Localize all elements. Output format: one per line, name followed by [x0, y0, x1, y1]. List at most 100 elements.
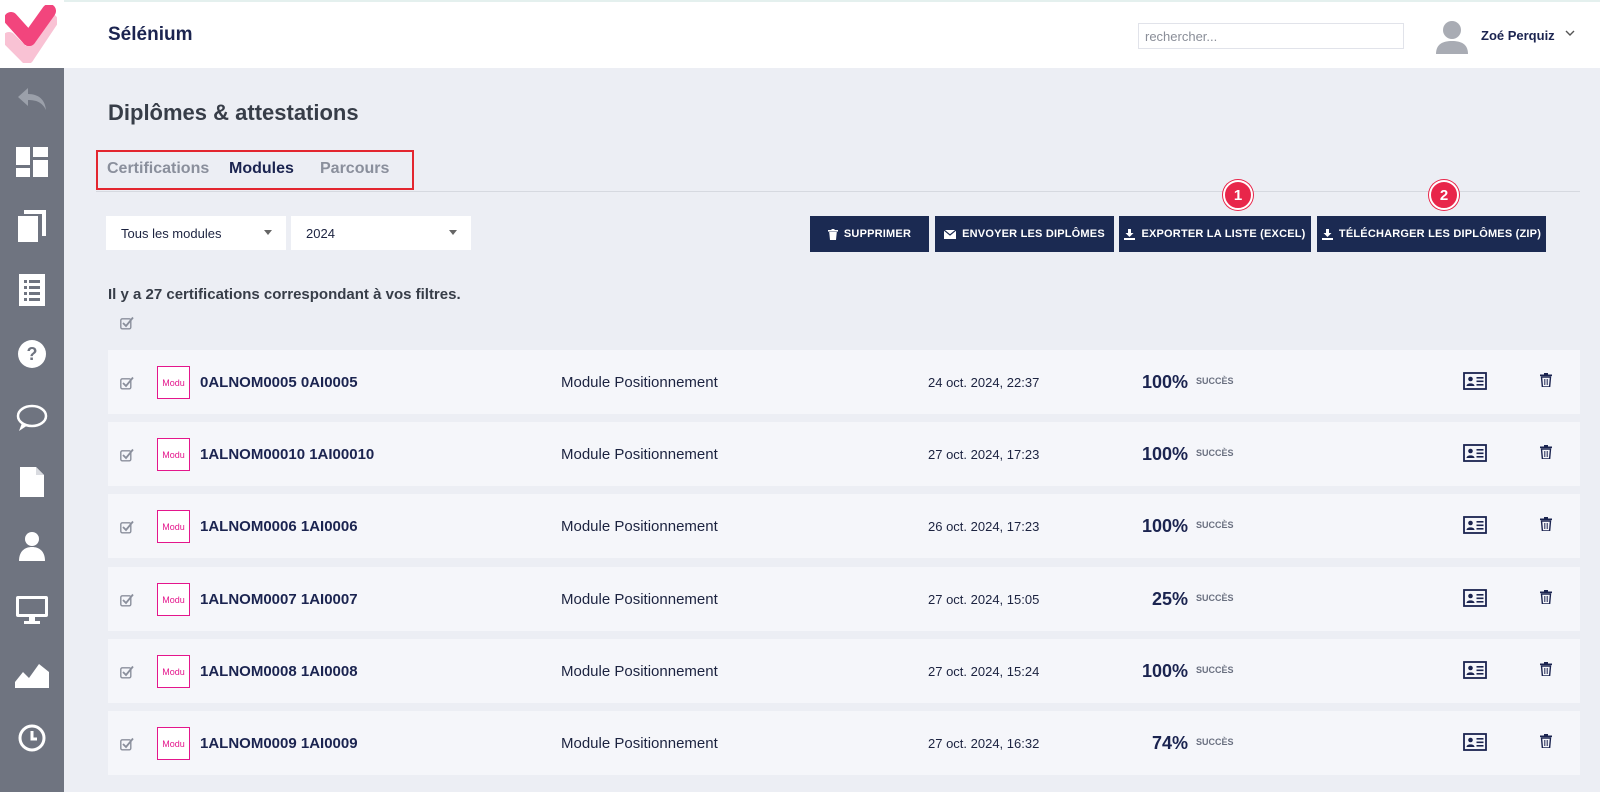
- trash-icon[interactable]: [1540, 517, 1552, 531]
- row-checkbox[interactable]: [120, 376, 134, 390]
- search-input[interactable]: [1138, 23, 1404, 49]
- trash-icon[interactable]: [1540, 662, 1552, 676]
- learner-name[interactable]: 1ALNOM0006 1AI0006: [200, 518, 358, 535]
- tabs-divider: [96, 191, 1580, 192]
- top-bar: Sélénium Zoé Perquiz: [64, 0, 1600, 68]
- logo-icon: [5, 5, 57, 63]
- status-badge: SUCCÈS: [1196, 593, 1234, 603]
- copy-pages-icon[interactable]: [14, 208, 50, 244]
- tab-certifications[interactable]: Certifications: [107, 160, 210, 177]
- export-excel-button[interactable]: EXPORTER LA LISTE (EXCEL): [1119, 216, 1311, 252]
- module-name: Module Positionnement: [561, 735, 718, 752]
- delete-button[interactable]: SUPPRIMER: [810, 216, 929, 252]
- monitor-icon[interactable]: [14, 592, 50, 628]
- chevron-down-icon: [449, 230, 457, 235]
- table-row[interactable]: Modu 0ALNOM0005 0AI0005 Module Positionnem…: [108, 350, 1580, 414]
- certification-date: 27 oct. 2024, 15:05: [928, 592, 1040, 607]
- status-badge: SUCCÈS: [1196, 520, 1234, 530]
- download-zip-button-label: TÉLÉCHARGER LES DIPLÔMES (ZIP): [1338, 228, 1542, 240]
- row-checkbox[interactable]: [120, 448, 134, 462]
- trash-icon[interactable]: [1540, 445, 1552, 459]
- download-icon: [1124, 228, 1136, 240]
- tab-modules[interactable]: Modules: [229, 160, 294, 177]
- table-row[interactable]: Modu 1ALNOM00010 1AI00010 Module Positionn…: [108, 422, 1580, 486]
- certification-date: 27 oct. 2024, 17:23: [928, 447, 1040, 462]
- trash-icon[interactable]: [1540, 734, 1552, 748]
- app-title: Sélénium: [108, 24, 193, 45]
- row-checkbox[interactable]: [120, 737, 134, 751]
- diploma-card-icon[interactable]: [1463, 661, 1487, 679]
- tabs-highlight-annotation: [96, 150, 414, 190]
- score: 100%: [1141, 516, 1188, 536]
- diploma-card-icon[interactable]: [1463, 733, 1487, 751]
- user-name[interactable]: Zoé Perquiz: [1481, 28, 1555, 43]
- chevron-down-icon: [264, 230, 272, 235]
- chart-icon[interactable]: [14, 656, 50, 692]
- table-row[interactable]: Modu 1ALNOM0007 1AI0007 Module Positionnem…: [108, 567, 1580, 631]
- page-title: Diplômes & attestations: [108, 100, 359, 125]
- sidebar: ?: [0, 0, 64, 792]
- row-checkbox[interactable]: [120, 665, 134, 679]
- list-icon[interactable]: [14, 272, 50, 308]
- module-thumbnail: Modu: [157, 655, 190, 688]
- diploma-card-icon[interactable]: [1463, 516, 1487, 534]
- row-checkbox[interactable]: [120, 593, 134, 607]
- module-thumbnail: Modu: [157, 438, 190, 471]
- help-icon[interactable]: ?: [14, 336, 50, 372]
- module-thumbnail: Modu: [157, 366, 190, 399]
- send-diplomas-button[interactable]: ENVOYER LES DIPLÔMES: [935, 216, 1114, 252]
- certification-date: 24 oct. 2024, 22:37: [928, 375, 1040, 390]
- score: 100%: [1141, 372, 1188, 392]
- status-badge: SUCCÈS: [1196, 448, 1234, 458]
- module-thumbnail: Modu: [157, 727, 190, 760]
- diploma-card-icon[interactable]: [1463, 372, 1487, 390]
- envelope-icon: [944, 229, 957, 239]
- clock-icon[interactable]: [14, 720, 50, 756]
- dashboard-icon[interactable]: [14, 144, 50, 180]
- user-icon[interactable]: [14, 528, 50, 564]
- avatar[interactable]: [1436, 20, 1468, 54]
- module-name: Module Positionnement: [561, 591, 718, 608]
- diploma-card-icon[interactable]: [1463, 444, 1487, 462]
- module-name: Module Positionnement: [561, 374, 718, 391]
- learner-name[interactable]: 1ALNOM00010 1AI00010: [200, 446, 375, 463]
- row-checkbox[interactable]: [120, 520, 134, 534]
- year-select[interactable]: 2024: [291, 216, 471, 250]
- table-row[interactable]: Modu 1ALNOM0008 1AI0008 Module Positionnem…: [108, 639, 1580, 703]
- status-badge: SUCCÈS: [1196, 737, 1234, 747]
- back-arrow-icon[interactable]: [14, 82, 50, 118]
- chevron-down-icon[interactable]: [1565, 28, 1575, 38]
- score: 100%: [1141, 661, 1188, 681]
- module-thumbnail: Modu: [157, 583, 190, 616]
- learner-name[interactable]: 1ALNOM0007 1AI0007: [200, 591, 358, 608]
- table-row[interactable]: Modu 1ALNOM0009 1AI0009 Module Positionnem…: [108, 711, 1580, 775]
- logo[interactable]: [0, 0, 64, 68]
- learner-name[interactable]: 1ALNOM0009 1AI0009: [200, 735, 358, 752]
- module-thumbnail: Modu: [157, 510, 190, 543]
- status-badge: SUCCÈS: [1196, 376, 1234, 386]
- certification-date: 26 oct. 2024, 17:23: [928, 519, 1040, 534]
- score: 25%: [1151, 589, 1188, 609]
- send-diplomas-button-label: ENVOYER LES DIPLÔMES: [962, 228, 1105, 240]
- module-name: Module Positionnement: [561, 663, 718, 680]
- trash-icon[interactable]: [1540, 373, 1552, 387]
- trash-icon[interactable]: [1540, 590, 1552, 604]
- chat-icon[interactable]: [14, 400, 50, 436]
- module-name: Module Positionnement: [561, 518, 718, 535]
- download-icon: [1321, 228, 1333, 240]
- module-select[interactable]: Tous les modules: [106, 216, 286, 250]
- annotation-badge-1: 1: [1223, 180, 1253, 210]
- year-select-value: 2024: [306, 226, 335, 241]
- learner-name[interactable]: 0ALNOM0005 0AI0005: [200, 374, 358, 391]
- tab-parcours[interactable]: Parcours: [320, 160, 390, 177]
- certification-date: 27 oct. 2024, 16:32: [928, 736, 1040, 751]
- score: 74%: [1151, 733, 1188, 753]
- learner-name[interactable]: 1ALNOM0008 1AI0008: [200, 663, 358, 680]
- download-zip-button[interactable]: TÉLÉCHARGER LES DIPLÔMES (ZIP): [1317, 216, 1546, 252]
- annotation-badge-2: 2: [1429, 180, 1459, 210]
- export-excel-button-label: EXPORTER LA LISTE (EXCEL): [1141, 228, 1306, 240]
- file-icon[interactable]: [14, 464, 50, 500]
- table-row[interactable]: Modu 1ALNOM0006 1AI0006 Module Positionnem…: [108, 494, 1580, 558]
- select-all-checkbox[interactable]: [120, 316, 134, 330]
- diploma-card-icon[interactable]: [1463, 589, 1487, 607]
